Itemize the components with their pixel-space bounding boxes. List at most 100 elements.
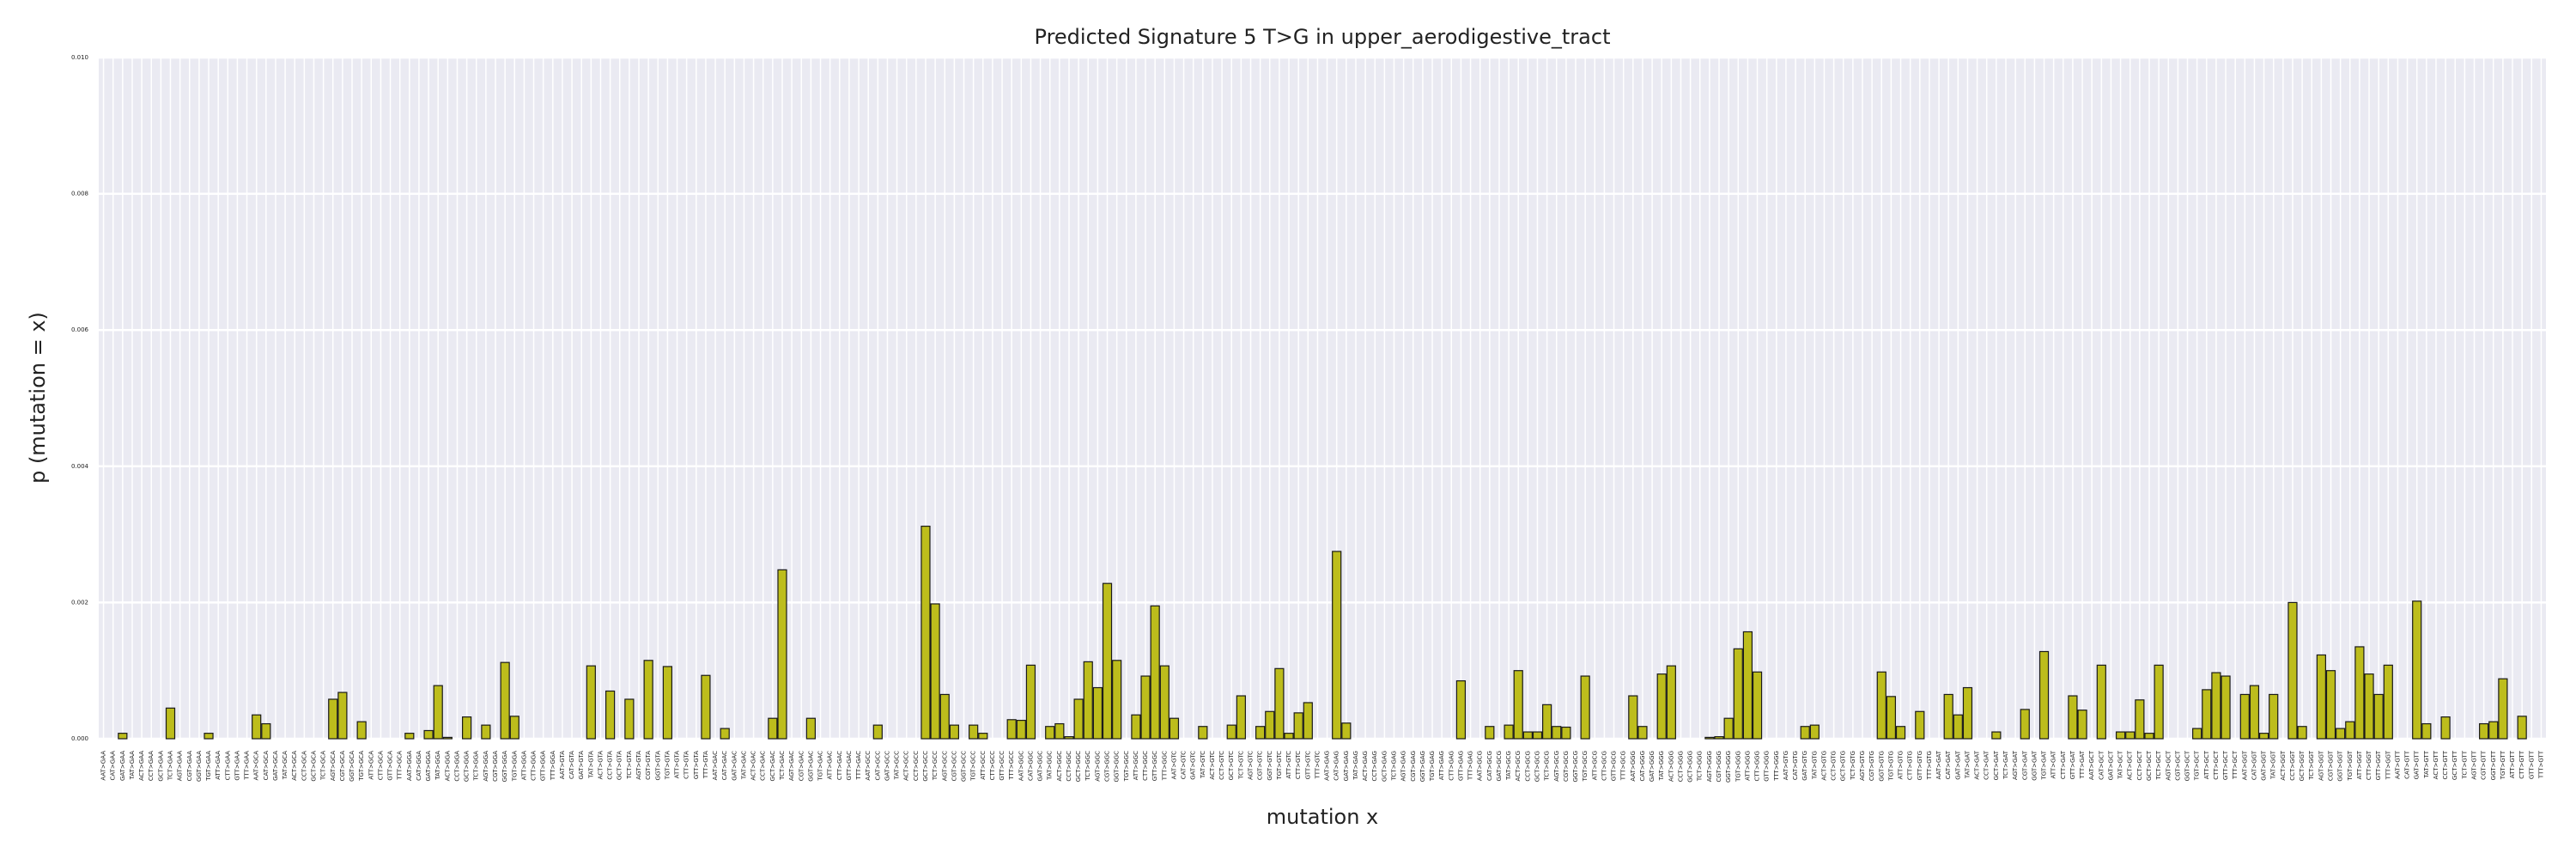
x-tick-label: CCT>GGA <box>453 751 460 782</box>
x-tick-label: CTT>GGG <box>1754 751 1761 781</box>
x-tick-label: GCT>GCG <box>1534 751 1540 782</box>
x-tick-label: GTT>GCG <box>1611 751 1618 781</box>
x-tick-label: TTT>GCT <box>2232 750 2239 780</box>
bar <box>2020 709 2030 740</box>
y-tick-label: 0.004 <box>71 463 89 470</box>
x-tick-label: AGT>GAG <box>1400 751 1407 782</box>
bar <box>2269 693 2279 740</box>
x-tick-label: GTT>GCC <box>999 751 1005 781</box>
chart-title: Predicted Signature 5 T>G in upper_aerod… <box>1035 25 1611 49</box>
x-tick-label: ATT>GTG <box>1898 751 1905 779</box>
bar <box>1723 717 1734 740</box>
x-tick-label: TAT>GCA <box>282 751 289 780</box>
x-tick-label: TGT>GCT <box>2194 750 2201 781</box>
x-tick-label: CGT>GAG <box>1410 751 1417 782</box>
bar <box>1064 736 1074 740</box>
bar <box>2488 721 2499 740</box>
bar <box>2325 670 2336 740</box>
x-tick-label: TTT>GGA <box>550 751 556 781</box>
x-tick-label: CTT>GAG <box>1448 751 1455 781</box>
x-tick-label: TTT>GGT <box>2385 750 2391 780</box>
bar <box>252 714 262 740</box>
bar <box>1542 704 1552 740</box>
x-tick-label: AAT>GAT <box>1935 750 1942 779</box>
bar <box>1054 722 1065 740</box>
x-tick-label: AAT>GGT <box>2241 750 2248 780</box>
x-tick-label: TCT>GGT <box>2308 750 2315 780</box>
x-tick-label: CTT>GTT <box>2518 750 2525 779</box>
x-tick-label: GAT>GCT <box>2107 750 2114 780</box>
x-tick-label: GCT>GTG <box>1840 751 1847 781</box>
bar <box>2364 673 2374 740</box>
x-tick-label: GCT>GGA <box>464 751 471 782</box>
bar <box>1628 695 1638 740</box>
x-tick-label: TCT>GTG <box>1850 751 1856 781</box>
x-tick-label: AGT>GCG <box>1553 751 1560 782</box>
bar <box>1150 605 1160 740</box>
x-tick-label: TCT>GTC <box>1237 751 1244 780</box>
x-tick-label: TAT>GTA <box>587 751 594 779</box>
x-tick-label: CCT>GCA <box>301 751 307 781</box>
x-tick-label: TGT>GTG <box>1887 751 1894 781</box>
x-tick-label: CAT>GGC <box>1027 751 1034 781</box>
bar <box>949 724 959 740</box>
bar <box>1016 719 1026 740</box>
bar <box>328 698 338 740</box>
x-tick-label: AGT>GAT <box>2012 750 2019 780</box>
bar <box>1073 698 1084 740</box>
x-tick-label: AGT>GAA <box>177 751 184 781</box>
x-tick-label: ATT>GAC <box>827 751 834 780</box>
bar <box>2440 716 2451 740</box>
x-tick-label: GGT>GCG <box>1572 751 1579 782</box>
bar <box>2077 710 2087 740</box>
bar <box>1226 724 1236 740</box>
x-tick-label: TCT>GCG <box>1544 751 1551 782</box>
bar <box>2125 731 2136 740</box>
x-tick-label: GGT>GAG <box>1419 751 1426 782</box>
bar <box>118 733 128 740</box>
bar <box>605 690 616 740</box>
x-tick-label: GTT>GAA <box>234 751 240 781</box>
bar <box>1513 670 1523 740</box>
bar <box>1962 686 1973 740</box>
x-tick-label: CTT>GCC <box>989 751 996 780</box>
bar <box>2192 728 2202 740</box>
x-tick-label: TCT>GAT <box>2002 750 2009 780</box>
bar <box>1025 664 1036 740</box>
bar <box>1303 702 1313 740</box>
x-tick-label: TCT>GCC <box>932 751 939 781</box>
x-tick-label: ATT>GTT <box>2509 750 2516 778</box>
x-tick-label: AAT>GCG <box>1477 751 1484 781</box>
x-tick-label: ACT>GAG <box>1362 751 1369 781</box>
bar <box>720 728 730 740</box>
x-tick-label: GTT>GAG <box>1457 751 1464 781</box>
bar <box>1332 551 1342 740</box>
x-tick-label: GGT>GTA <box>654 751 661 781</box>
x-tick-label: TAT>GGC <box>1047 751 1054 781</box>
x-tick-label: CAT>GAG <box>1334 751 1340 781</box>
bar <box>1800 726 1810 740</box>
x-tick-label: ACT>GAT <box>1974 750 1981 779</box>
bar <box>662 666 673 740</box>
x-tick-label: GCT>GTA <box>617 751 623 780</box>
x-tick-label: TAT>GCC <box>894 751 901 780</box>
x-tick-label: TAT>GCG <box>1505 751 1512 781</box>
y-tick-label: 0.006 <box>71 326 89 333</box>
x-tick-label: TAT>GGA <box>434 751 441 781</box>
bar <box>2336 728 2346 740</box>
x-tick-label: TTT>GGC <box>1161 751 1168 781</box>
x-tick-label: GTT>GCA <box>387 751 394 781</box>
x-tick-label: TCT>GCA <box>320 751 327 781</box>
x-tick-label: GGT>GGT <box>2337 750 2344 781</box>
bar <box>2239 693 2250 740</box>
bar <box>1552 726 1562 740</box>
x-tick-label: GGT>GAC <box>807 751 814 782</box>
x-tick-label: ACT>GGA <box>444 751 451 782</box>
x-tick-label: TGT>GCG <box>1582 751 1589 782</box>
bar <box>481 724 491 740</box>
x-tick-label: TTT>GAC <box>855 751 862 781</box>
x-tick-label: CTT>GCA <box>377 751 384 780</box>
bar <box>1083 661 1093 740</box>
bar <box>2068 695 2078 740</box>
x-tick-label: CAT>GCT <box>2098 750 2105 780</box>
